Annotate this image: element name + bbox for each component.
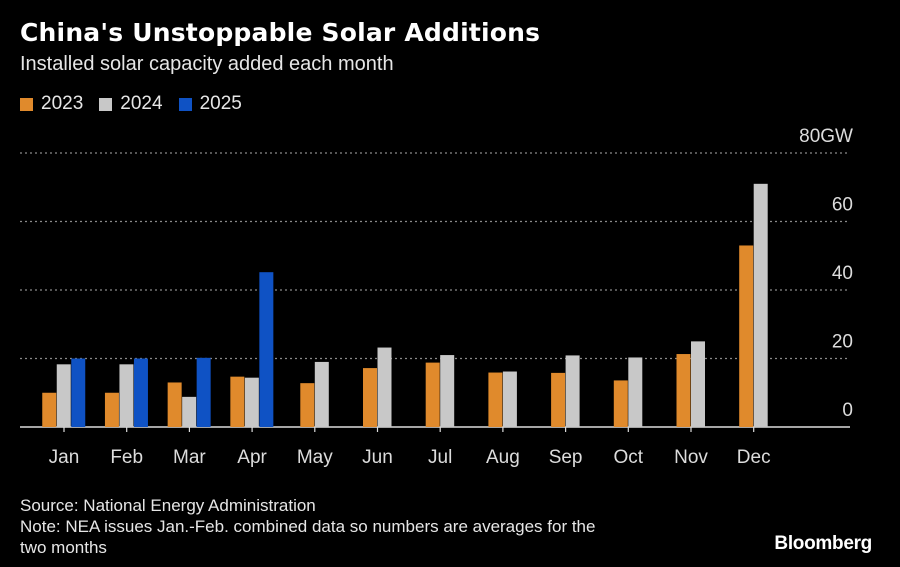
bar-2024-may bbox=[314, 361, 329, 427]
bar-2023-jun bbox=[363, 368, 377, 427]
bar-2024-feb bbox=[119, 364, 134, 427]
bar-2025-mar bbox=[196, 357, 211, 427]
bar-2023-jul bbox=[425, 362, 440, 427]
bar-2024-sep bbox=[565, 355, 580, 427]
x-tick-label: Feb bbox=[110, 447, 143, 468]
x-tick-label: Nov bbox=[674, 447, 708, 468]
bar-2023-may bbox=[300, 383, 315, 427]
bar-2023-sep bbox=[551, 372, 566, 427]
x-tick-label: Jul bbox=[428, 447, 452, 468]
bar-2024-dec bbox=[753, 183, 768, 427]
bloomberg-logo: Bloomberg bbox=[774, 533, 872, 554]
legend-item-2023: 2023 bbox=[20, 93, 83, 115]
y-tick-label: 40 bbox=[832, 263, 853, 284]
x-tick-label: Aug bbox=[486, 447, 520, 468]
legend-label-2024: 2024 bbox=[120, 93, 163, 114]
legend-item-2025: 2025 bbox=[178, 93, 242, 115]
bar-2023-nov bbox=[676, 354, 691, 427]
legend: 2023 2024 2025 bbox=[20, 93, 242, 115]
y-tick-label: 60 bbox=[832, 195, 853, 216]
chart-subtitle: Installed solar capacity added each mont… bbox=[20, 53, 394, 75]
x-tick-label: Mar bbox=[173, 447, 206, 468]
chart-title: China's Unstoppable Solar Additions bbox=[20, 18, 541, 47]
bar-2023-apr bbox=[230, 376, 245, 427]
bar-2023-mar bbox=[167, 382, 182, 427]
legend-label-2023: 2023 bbox=[41, 93, 84, 114]
methodology-note-line-2: two months bbox=[20, 538, 107, 557]
bar-2023-dec bbox=[739, 245, 754, 427]
x-tick-label: Jan bbox=[49, 447, 80, 468]
bar-2024-aug bbox=[502, 371, 517, 427]
bar-2024-jun bbox=[377, 347, 392, 427]
bar-2024-jan bbox=[56, 364, 71, 427]
bar-2024-jul bbox=[440, 355, 455, 427]
legend-swatch-2025 bbox=[178, 97, 192, 111]
x-tick-label: Sep bbox=[549, 447, 583, 468]
bar-2024-oct bbox=[628, 357, 643, 427]
legend-swatch-2024 bbox=[99, 97, 113, 111]
legend-label-2025: 2025 bbox=[199, 93, 242, 114]
x-tick-label: Oct bbox=[614, 447, 644, 468]
y-tick-label: 0 bbox=[842, 400, 853, 421]
bar-2024-mar bbox=[182, 396, 197, 427]
bar-2025-jan bbox=[71, 358, 86, 427]
bar-2023-jan bbox=[42, 392, 57, 427]
bar-2023-feb bbox=[104, 392, 119, 427]
x-tick-label: Jun bbox=[362, 447, 393, 468]
y-tick-label: 20 bbox=[832, 332, 853, 353]
source-note: Source: National Energy Administration bbox=[20, 496, 316, 515]
bar-2024-apr bbox=[244, 377, 259, 427]
bar-2023-aug bbox=[488, 372, 503, 427]
x-tick-label: May bbox=[297, 447, 333, 468]
bar-2023-oct bbox=[613, 380, 628, 427]
legend-item-2024: 2024 bbox=[99, 93, 163, 115]
x-tick-label: Dec bbox=[737, 447, 771, 468]
bar-2025-apr bbox=[259, 272, 274, 427]
x-tick-label: Apr bbox=[237, 447, 267, 468]
y-tick-label: 80GW bbox=[799, 126, 853, 147]
legend-swatch-2023 bbox=[20, 97, 33, 111]
methodology-note-line-1: Note: NEA issues Jan.-Feb. combined data… bbox=[20, 517, 596, 536]
bar-2025-feb bbox=[133, 358, 148, 427]
footer: Source: National Energy Administration N… bbox=[20, 495, 595, 558]
bar-2024-nov bbox=[691, 341, 705, 427]
